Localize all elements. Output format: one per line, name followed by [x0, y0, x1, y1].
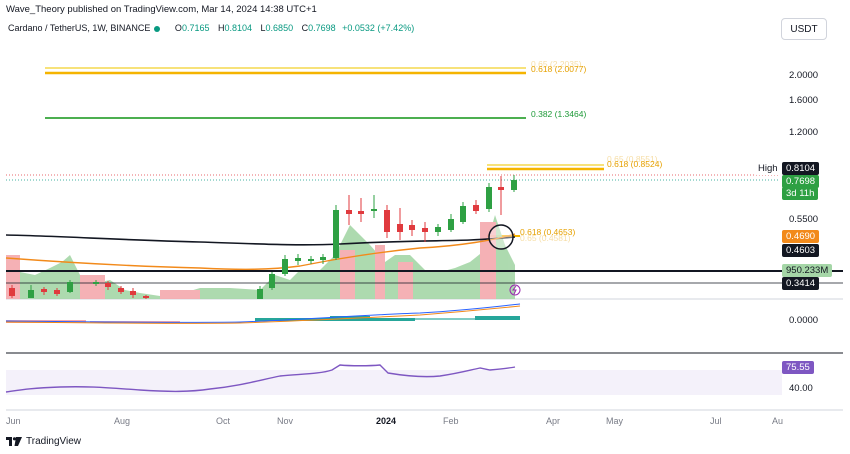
- fib-label-low-faded: 0.65 (0.4581): [520, 233, 571, 243]
- rsi-pane: [5, 364, 782, 395]
- macd-pane: [5, 303, 521, 324]
- candle: [358, 211, 364, 214]
- crossover-highlight-circle: [488, 224, 514, 250]
- low-label: L: [260, 23, 266, 33]
- close-label: C: [301, 23, 309, 33]
- high-value: 0.8104: [224, 23, 253, 33]
- fib-label-top: 0.618 (2.0077): [531, 64, 587, 74]
- price-tick: 0.5500: [789, 214, 819, 225]
- bolt-icon: [509, 284, 521, 296]
- candle: [320, 257, 326, 260]
- candle: [422, 228, 428, 232]
- symbol-legend: Cardano / TetherUS, 1W, BINANCE O0.7165 …: [8, 23, 414, 33]
- low-value: 0.6850: [265, 23, 294, 33]
- candle: [511, 180, 517, 190]
- tradingview-footer[interactable]: TradingView: [6, 436, 81, 447]
- countdown-tag: 3d 11h: [782, 187, 819, 200]
- time-label: Oct: [216, 416, 231, 426]
- candle: [41, 289, 47, 292]
- price-tick: 1.2000: [789, 127, 819, 138]
- candle: [28, 290, 34, 298]
- time-label: Jul: [710, 416, 722, 426]
- candle: [308, 259, 314, 261]
- candle: [118, 288, 124, 292]
- last-price-tag: 0.7698: [782, 175, 820, 188]
- rsi-tick: 40.00: [789, 383, 813, 394]
- candle: [333, 210, 339, 258]
- candle: [460, 206, 466, 222]
- candle: [498, 187, 504, 190]
- high-tag-label: High: [755, 162, 781, 175]
- close-value: 0.7698: [308, 23, 336, 33]
- candle: [473, 205, 479, 211]
- tradingview-logo-icon: [6, 436, 22, 446]
- candle: [9, 288, 15, 296]
- time-label: Apr: [546, 416, 561, 426]
- volume-tag: 950.233M: [782, 264, 833, 277]
- high-label: H: [217, 23, 225, 33]
- candle: [384, 210, 390, 232]
- fib-label-low: 0.618 (0.4653): [520, 227, 576, 237]
- candle: [371, 209, 377, 211]
- ma-black-line: [5, 234, 516, 246]
- published-header: Wave_Theory published on TradingView.com…: [6, 4, 317, 15]
- candle: [282, 259, 288, 274]
- time-label: Au: [772, 416, 784, 426]
- footer-brand: TradingView: [26, 436, 82, 447]
- price-tick: 2.0000: [789, 70, 819, 81]
- time-label: Jun: [6, 416, 21, 426]
- fib-label-top-faded: 0.65 (2.2035): [531, 59, 582, 69]
- time-label: Feb: [443, 416, 459, 426]
- candle: [486, 187, 492, 209]
- candle: [143, 296, 149, 298]
- change-value: +0.0532 (+7.42%): [342, 23, 415, 33]
- rsi-line: [5, 364, 516, 393]
- ma-orange-line: [5, 233, 516, 270]
- candle: [54, 290, 60, 294]
- open-value: 0.7165: [181, 23, 210, 33]
- candle: [435, 227, 441, 232]
- candle: [397, 224, 403, 232]
- ma-black-tag: 0.4603: [782, 244, 820, 257]
- macd-tick: 0.0000: [789, 315, 819, 326]
- candle: [257, 289, 263, 299]
- fib-label-near-faded: 0.65 (0.8551): [607, 154, 658, 164]
- candle: [409, 225, 415, 230]
- time-label: May: [606, 416, 624, 426]
- fib-label-near: 0.618 (0.8524): [607, 159, 663, 169]
- price-tick: 1.6000: [789, 95, 819, 106]
- candle: [93, 282, 99, 284]
- fib-label-mid: 0.382 (1.3464): [531, 109, 587, 119]
- rsi-tag: 75.55: [782, 361, 814, 374]
- candle: [346, 210, 352, 214]
- candle: [269, 274, 275, 288]
- candle: [295, 258, 301, 261]
- candle: [448, 219, 454, 230]
- time-label-year: 2024: [376, 416, 397, 426]
- candle: [105, 283, 111, 287]
- market-status-dot: [154, 25, 161, 32]
- time-label: Nov: [277, 416, 294, 426]
- symbol-name[interactable]: Cardano / TetherUS, 1W, BINANCE: [8, 23, 151, 33]
- time-label: Aug: [114, 416, 131, 426]
- candle: [130, 291, 136, 295]
- candles: [9, 175, 517, 299]
- currency-button[interactable]: USDT: [781, 18, 827, 40]
- ma-orange-tag: 0.4690: [782, 230, 820, 243]
- high-tag-value: 0.8104: [782, 162, 820, 175]
- support-tag: 0.3414: [782, 277, 820, 290]
- open-label: O: [174, 23, 182, 33]
- candle: [67, 282, 73, 292]
